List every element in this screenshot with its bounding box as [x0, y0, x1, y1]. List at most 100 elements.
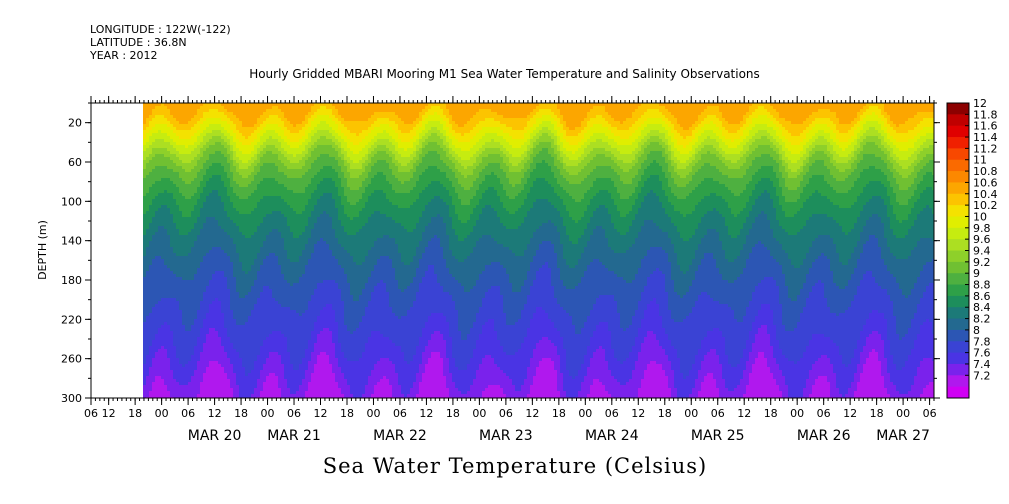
heatmap-cell [215, 232, 218, 235]
heatmap-cell [149, 322, 152, 325]
heatmap-cell [239, 211, 242, 214]
heatmap-cell [200, 169, 203, 172]
heatmap-cell [194, 274, 197, 277]
heatmap-cell [167, 226, 170, 229]
heatmap-cell [233, 361, 236, 364]
heatmap-cell [206, 160, 209, 163]
heatmap-cell [203, 163, 206, 166]
heatmap-cell [164, 157, 167, 160]
heatmap-cell [206, 187, 209, 190]
heatmap-cell [242, 361, 245, 364]
heatmap-cell [152, 382, 155, 385]
heatmap-cell [170, 118, 173, 121]
heatmap-cell [203, 244, 206, 247]
heatmap-cell [179, 232, 182, 235]
heatmap-cell [260, 205, 263, 208]
heatmap-cell [185, 121, 188, 124]
heatmap-cell [284, 121, 287, 124]
heatmap-cell [146, 163, 149, 166]
heatmap-cell [170, 361, 173, 364]
heatmap-cell [254, 313, 257, 316]
heatmap-cell [263, 304, 266, 307]
heatmap-cell [197, 316, 200, 319]
heatmap-cell [191, 109, 194, 112]
heatmap-cell [239, 295, 242, 298]
heatmap-cell [170, 352, 173, 355]
heatmap-cell [278, 154, 281, 157]
heatmap-cell [242, 268, 245, 271]
heatmap-cell [149, 115, 152, 118]
heatmap-cell [257, 229, 260, 232]
heatmap-cell [185, 361, 188, 364]
heatmap-cell [224, 370, 227, 373]
heatmap-cell [143, 295, 146, 298]
heatmap-cell [233, 184, 236, 187]
heatmap-cell [242, 349, 245, 352]
heatmap-cell [155, 205, 158, 208]
heatmap-cell [158, 184, 161, 187]
heatmap-cell [179, 181, 182, 184]
heatmap-cell [263, 115, 266, 118]
heatmap-cell [254, 211, 257, 214]
heatmap-cell [260, 232, 263, 235]
heatmap-cell [272, 286, 275, 289]
heatmap-cell [176, 121, 179, 124]
heatmap-cell [254, 250, 257, 253]
heatmap-cell [146, 181, 149, 184]
heatmap-cell [152, 391, 155, 394]
heatmap-cell [233, 226, 236, 229]
heatmap-cell [203, 268, 206, 271]
heatmap-cell [290, 367, 293, 370]
heatmap-cell [203, 235, 206, 238]
heatmap-cell [170, 331, 173, 334]
heatmap-cell [167, 334, 170, 337]
heatmap-cell [266, 310, 269, 313]
heatmap-cell [227, 193, 230, 196]
heatmap-cell [287, 382, 290, 385]
heatmap-cell [293, 205, 296, 208]
heatmap-cell [248, 142, 251, 145]
heatmap-cell [200, 127, 203, 130]
heatmap-cell [188, 373, 191, 376]
heatmap-cell [245, 325, 248, 328]
heatmap-cell [275, 313, 278, 316]
heatmap-cell [203, 376, 206, 379]
heatmap-cell [179, 196, 182, 199]
heatmap-cell [230, 370, 233, 373]
heatmap-cell [239, 319, 242, 322]
heatmap-cell [227, 226, 230, 229]
heatmap-cell [161, 340, 164, 343]
heatmap-cell [212, 109, 215, 112]
heatmap-cell [218, 199, 221, 202]
heatmap-cell [164, 106, 167, 109]
heatmap-cell [203, 190, 206, 193]
heatmap-cell [197, 310, 200, 313]
heatmap-cell [194, 217, 197, 220]
heatmap-cell [239, 349, 242, 352]
heatmap-cell [167, 355, 170, 358]
heatmap-cell [224, 361, 227, 364]
heatmap-cell [203, 145, 206, 148]
heatmap-cell [290, 208, 293, 211]
heatmap-cell [275, 388, 278, 391]
heatmap-cell [155, 226, 158, 229]
heatmap-cell [206, 373, 209, 376]
heatmap-cell [221, 337, 224, 340]
heatmap-cell [188, 178, 191, 181]
heatmap-cell [191, 241, 194, 244]
heatmap-cell [200, 172, 203, 175]
heatmap-cell [188, 277, 191, 280]
heatmap-cell [278, 367, 281, 370]
heatmap-cell [242, 376, 245, 379]
heatmap-cell [242, 232, 245, 235]
heatmap-cell [251, 250, 254, 253]
heatmap-cell [218, 217, 221, 220]
heatmap-cell [284, 373, 287, 376]
heatmap-cell [167, 229, 170, 232]
heatmap-cell [281, 289, 284, 292]
heatmap-cell [179, 175, 182, 178]
heatmap-cell [215, 241, 218, 244]
heatmap-cell [272, 280, 275, 283]
heatmap-cell [191, 268, 194, 271]
heatmap-cell [191, 355, 194, 358]
